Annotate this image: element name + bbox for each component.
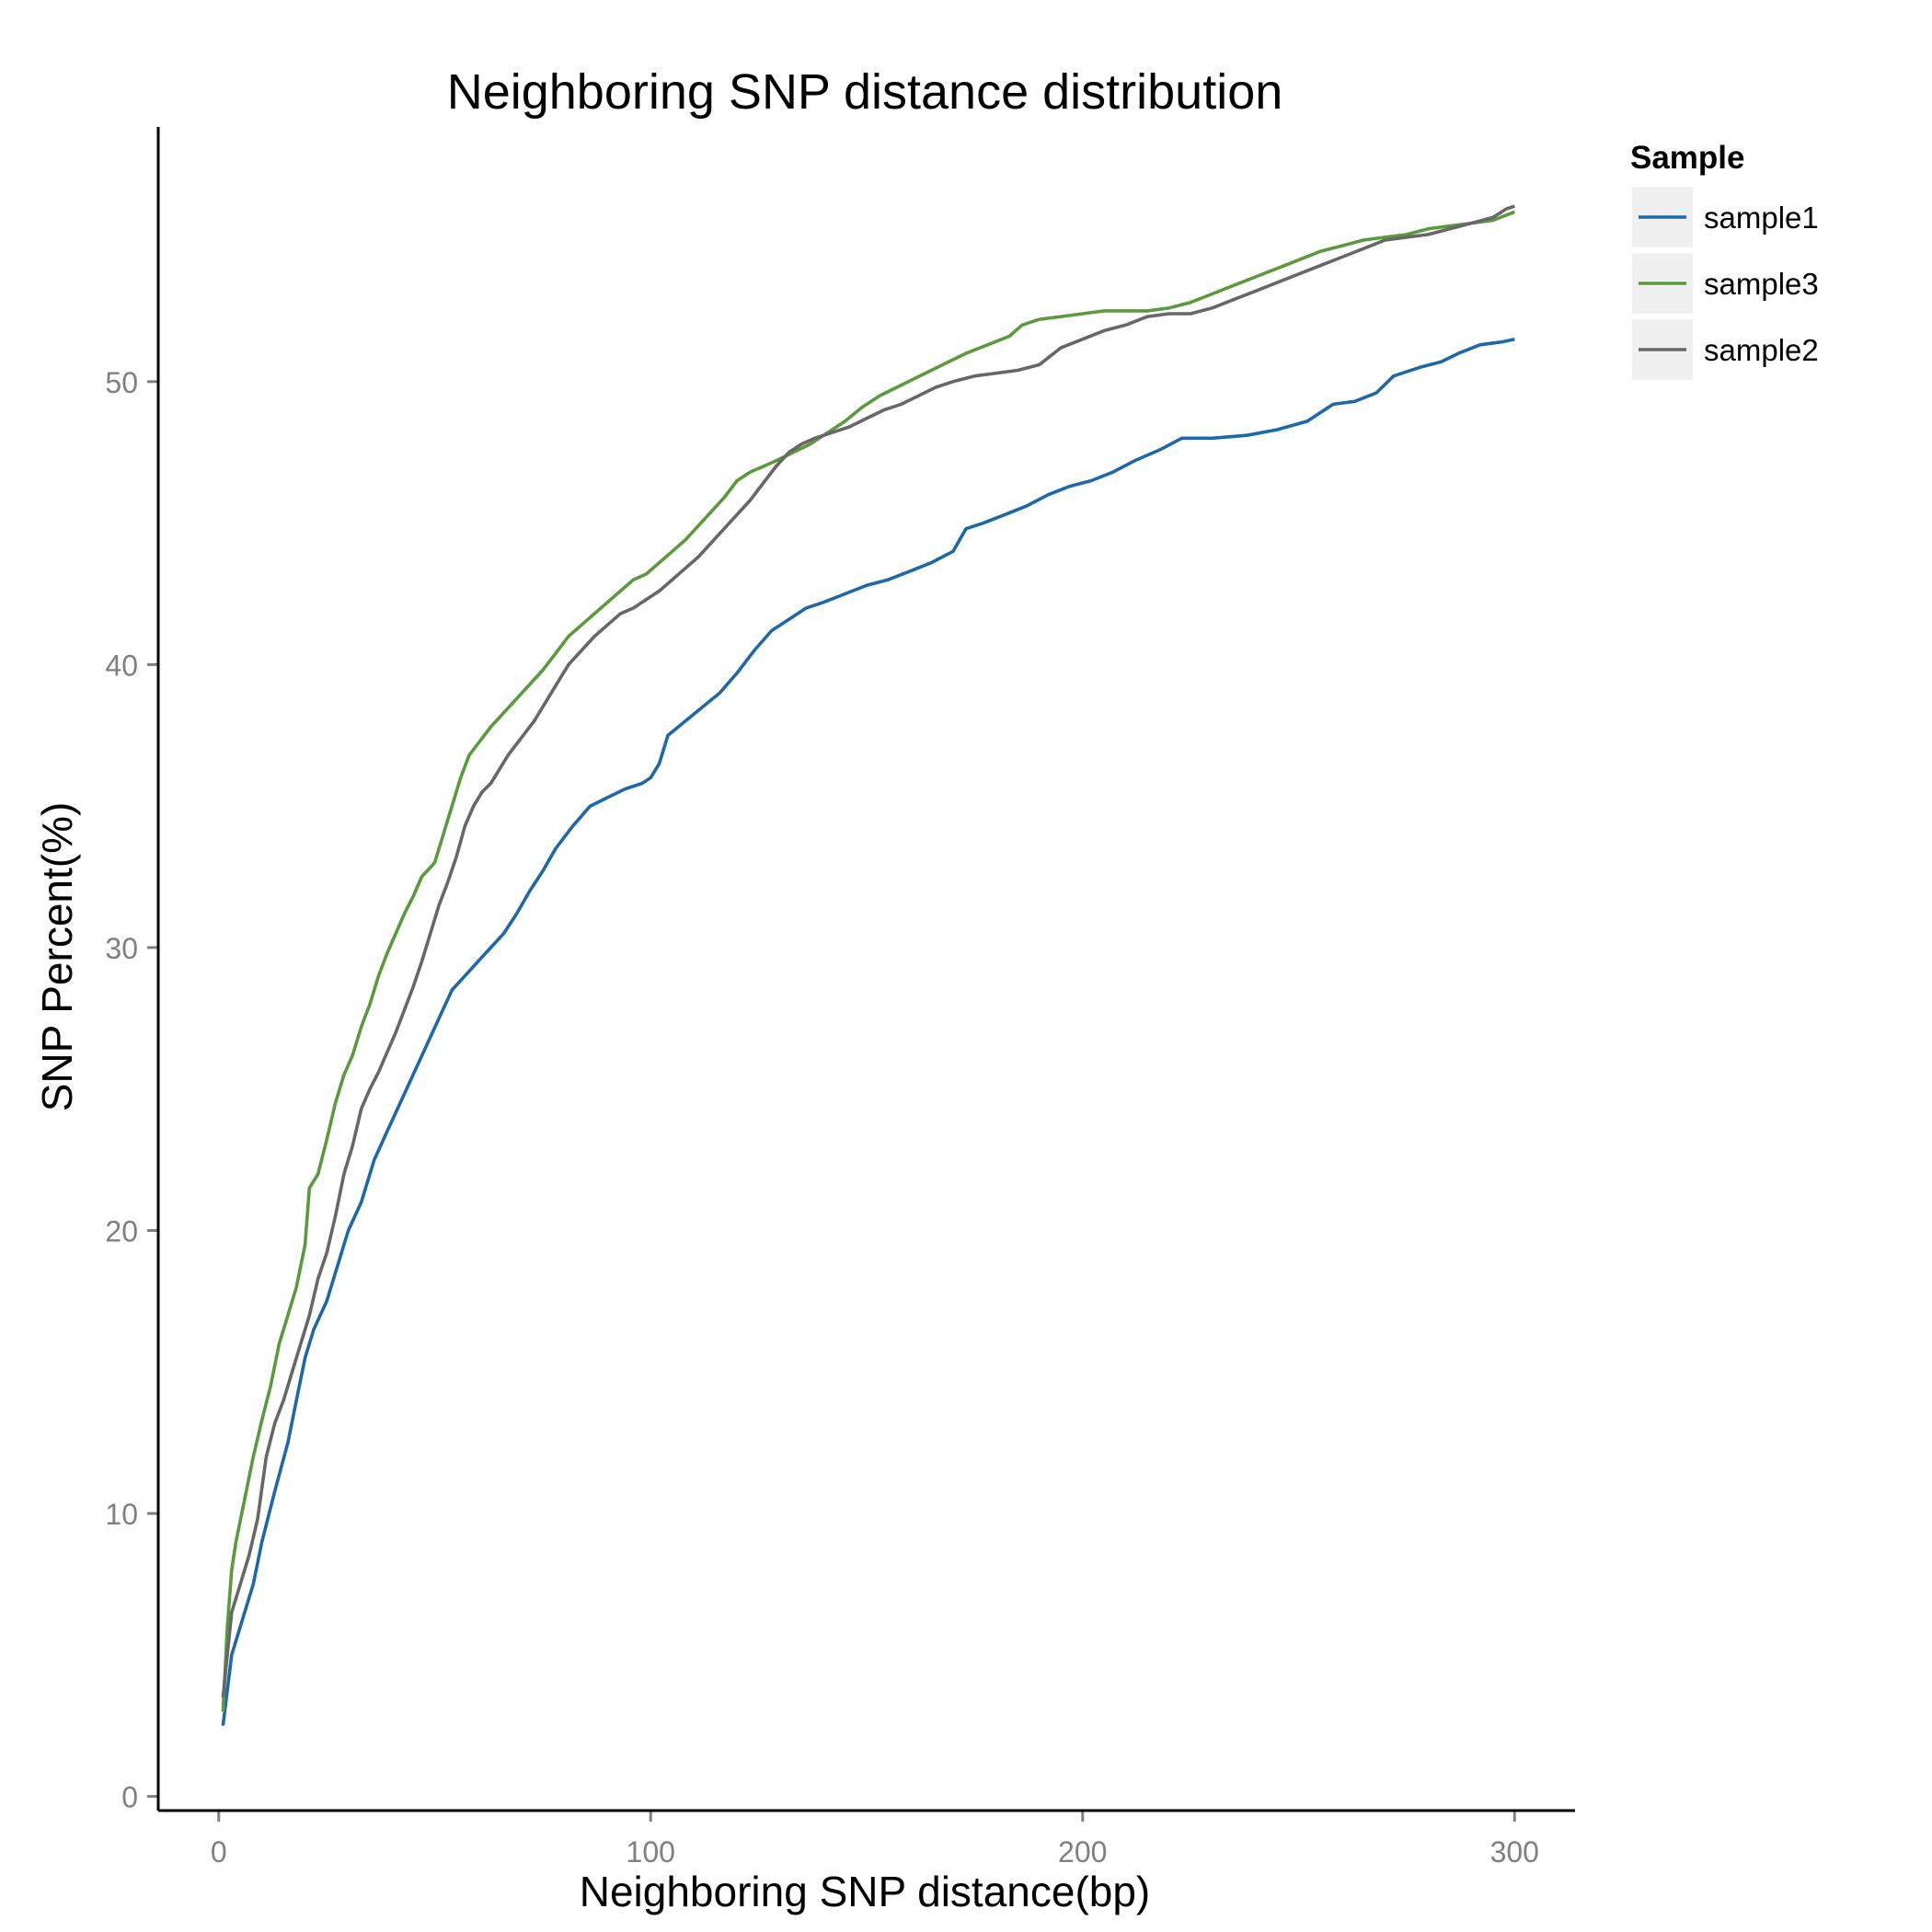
chart-title: Neighboring SNP distance distribution <box>447 64 1283 120</box>
legend-label: sample1 <box>1704 201 1819 235</box>
y-tick-label: 30 <box>105 932 138 965</box>
y-axis-ticks: 0 10 20 30 40 50 <box>105 366 158 1814</box>
y-tick-label: 40 <box>105 649 138 682</box>
legend-item-sample3: sample3 <box>1632 253 1819 314</box>
legend-item-sample1: sample1 <box>1632 187 1819 247</box>
x-axis-label: Neighboring SNP distance(bp) <box>580 1868 1151 1915</box>
series-line-sample1 <box>221 337 1515 1726</box>
y-axis-label: SNP Percent(%) <box>33 802 81 1112</box>
x-tick-label: 200 <box>1058 1835 1107 1869</box>
y-tick-label: 20 <box>105 1214 138 1248</box>
legend-label: sample2 <box>1704 333 1819 367</box>
legend: Sample sample1 sample3 sample2 <box>1630 140 1819 380</box>
y-tick-label: 0 <box>121 1781 138 1814</box>
legend-items: sample1 sample3 sample2 <box>1632 187 1819 380</box>
legend-item-sample2: sample2 <box>1632 319 1819 380</box>
series-lines <box>221 204 1515 1726</box>
y-tick-label: 10 <box>105 1498 138 1531</box>
y-tick-label: 50 <box>105 366 138 399</box>
legend-title: Sample <box>1630 140 1745 176</box>
series-line-sample3 <box>221 210 1515 1712</box>
series-line-sample2 <box>221 204 1515 1698</box>
x-axis-ticks: 0 100 200 300 <box>211 1811 1539 1869</box>
x-tick-label: 100 <box>627 1835 675 1869</box>
x-tick-label: 300 <box>1490 1835 1539 1869</box>
x-tick-label: 0 <box>211 1835 227 1869</box>
plot-area: 0 100 200 300 0 10 20 30 40 50 <box>105 127 1575 1869</box>
legend-label: sample3 <box>1704 267 1819 301</box>
